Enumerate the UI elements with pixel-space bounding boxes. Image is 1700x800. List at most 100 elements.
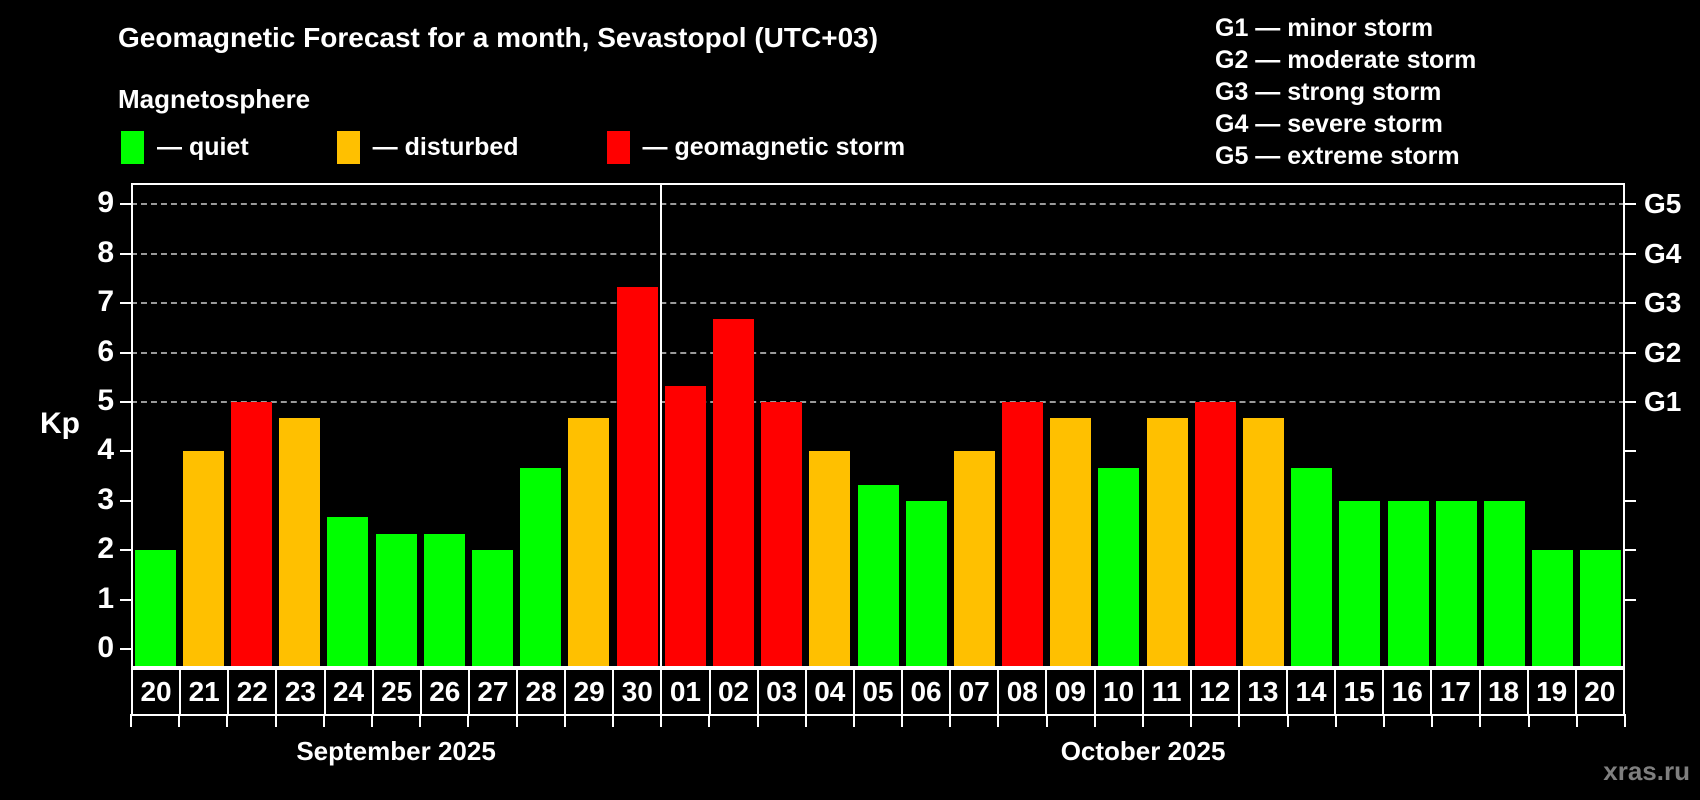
- date-cell: 19: [1529, 670, 1577, 714]
- date-row-tick: [997, 714, 1000, 727]
- date-cell: 15: [1336, 670, 1385, 714]
- date-row-tick: [419, 714, 422, 727]
- kp-bar: [1002, 402, 1044, 668]
- storm-color-swatch-icon: [606, 131, 630, 164]
- date-cell: 05: [855, 670, 903, 714]
- kp-bar: [1484, 500, 1526, 668]
- date-row-tick: [660, 714, 663, 727]
- storm-scale-g2: G2 — moderate storm: [1215, 46, 1477, 74]
- kp-bar: [809, 451, 851, 668]
- right-axis-tick: [1625, 499, 1636, 502]
- g-axis-label-g5: G5: [1644, 188, 1682, 220]
- chart-title: Geomagnetic Forecast for a month, Sevast…: [118, 22, 879, 53]
- date-cell: 18: [1481, 670, 1529, 714]
- date-row-tick: [1527, 714, 1530, 727]
- date-row-tick: [1334, 714, 1337, 727]
- y-axis-tick: [120, 252, 131, 255]
- kp-bar: [1243, 418, 1285, 668]
- date-row-tick: [370, 714, 373, 727]
- watermark: xras.ru: [1603, 756, 1690, 786]
- date-cell: 11: [1144, 670, 1192, 714]
- kp-bar: [375, 534, 417, 668]
- date-cell: 06: [903, 670, 952, 714]
- right-axis-tick: [1625, 203, 1636, 206]
- date-cell: 04: [807, 670, 855, 714]
- date-cell: 08: [999, 670, 1048, 714]
- date-cell: 09: [1047, 670, 1096, 714]
- date-cell: 21: [181, 670, 230, 714]
- date-cell: 24: [326, 670, 374, 714]
- date-cell: 07: [951, 670, 1000, 714]
- kp-bar: [520, 467, 562, 668]
- storm-scale-legend: G1 — minor storm G2 — moderate storm G3 …: [1215, 12, 1476, 172]
- y-axis-tick: [120, 302, 131, 305]
- kp-bar: [182, 451, 224, 668]
- kp-bar: [1098, 467, 1140, 668]
- date-row-tick: [274, 714, 277, 727]
- kp-bar: [1435, 500, 1477, 668]
- date-row-tick: [804, 714, 807, 727]
- y-axis-tick: [120, 549, 131, 552]
- date-row-tick: [1431, 714, 1434, 727]
- date-cell: 03: [759, 670, 807, 714]
- date-cell: 01: [662, 670, 711, 714]
- kp-bar: [568, 418, 610, 668]
- kp-bar: [616, 286, 658, 668]
- date-row-tick: [1479, 714, 1482, 727]
- y-axis-tick: [120, 499, 131, 502]
- kp-bar: [230, 402, 272, 668]
- legend-item-disturbed: — disturbed: [336, 131, 519, 164]
- right-axis-tick: [1625, 252, 1636, 255]
- kp-bar: [1291, 467, 1333, 668]
- storm-scale-g5: G5 — extreme storm: [1215, 142, 1460, 170]
- storm-scale-g1: G1 — minor storm: [1215, 14, 1434, 42]
- month-label-october: October 2025: [1060, 736, 1226, 766]
- y-axis-tick-label: 2: [97, 532, 114, 566]
- date-cell: 27: [470, 670, 518, 714]
- date-cell: 02: [711, 670, 759, 714]
- kp-bar: [857, 484, 899, 668]
- kp-bar: [327, 517, 369, 668]
- y-axis-tick: [120, 401, 131, 404]
- date-row-tick: [1286, 714, 1289, 727]
- y-axis-tick-label: 7: [97, 285, 114, 319]
- date-row-tick: [949, 714, 952, 727]
- date-row-tick: [1383, 714, 1386, 727]
- date-row-tick: [515, 714, 518, 727]
- legend-item-storm: — geomagnetic storm: [606, 131, 905, 164]
- y-axis-tick-label: 6: [97, 334, 114, 368]
- date-row-tick: [756, 714, 759, 727]
- kp-bar: [1146, 418, 1188, 668]
- disturbed-color-swatch-icon: [336, 131, 360, 164]
- right-axis-tick: [1625, 549, 1636, 552]
- date-cell: 25: [374, 670, 422, 714]
- kp-bar: [1532, 550, 1574, 668]
- date-row-tick: [1190, 714, 1193, 727]
- date-row-tick: [467, 714, 470, 727]
- y-axis-tick: [120, 648, 131, 651]
- y-axis-tick: [120, 351, 131, 354]
- date-cell: 20: [1584, 676, 1616, 707]
- gridline-kp9: [131, 203, 1625, 206]
- y-axis-tick-label: 9: [97, 186, 114, 220]
- y-axis-tick-label: 5: [97, 384, 114, 418]
- y-axis-tick-label: 1: [97, 581, 114, 615]
- storm-scale-g3: G3 — strong storm: [1215, 78, 1442, 106]
- x-axis-date-row: 20 21 22 23 24 25 26 27 28 29 30 01 02 03 04 05 06 07 08 09…: [131, 668, 1625, 716]
- date-cell: 16: [1384, 670, 1433, 714]
- date-row-tick: [1093, 714, 1096, 727]
- date-row-tick: [226, 714, 229, 727]
- date-row-tick: [1624, 714, 1626, 727]
- kp-bar: [1387, 500, 1429, 668]
- status-legend: — quiet — disturbed — geomagnetic storm: [121, 131, 905, 164]
- right-axis-tick: [1625, 598, 1636, 601]
- kp-bar: [1339, 500, 1381, 668]
- date-cell: 28: [518, 670, 567, 714]
- date-cell: 17: [1432, 670, 1481, 714]
- right-axis-tick: [1625, 450, 1636, 453]
- g-axis-label-g2: G2: [1644, 336, 1682, 368]
- kp-bar: [134, 550, 176, 668]
- gridline-kp6: [131, 351, 1625, 354]
- date-row-tick: [708, 714, 711, 727]
- date-row-tick: [1142, 714, 1145, 727]
